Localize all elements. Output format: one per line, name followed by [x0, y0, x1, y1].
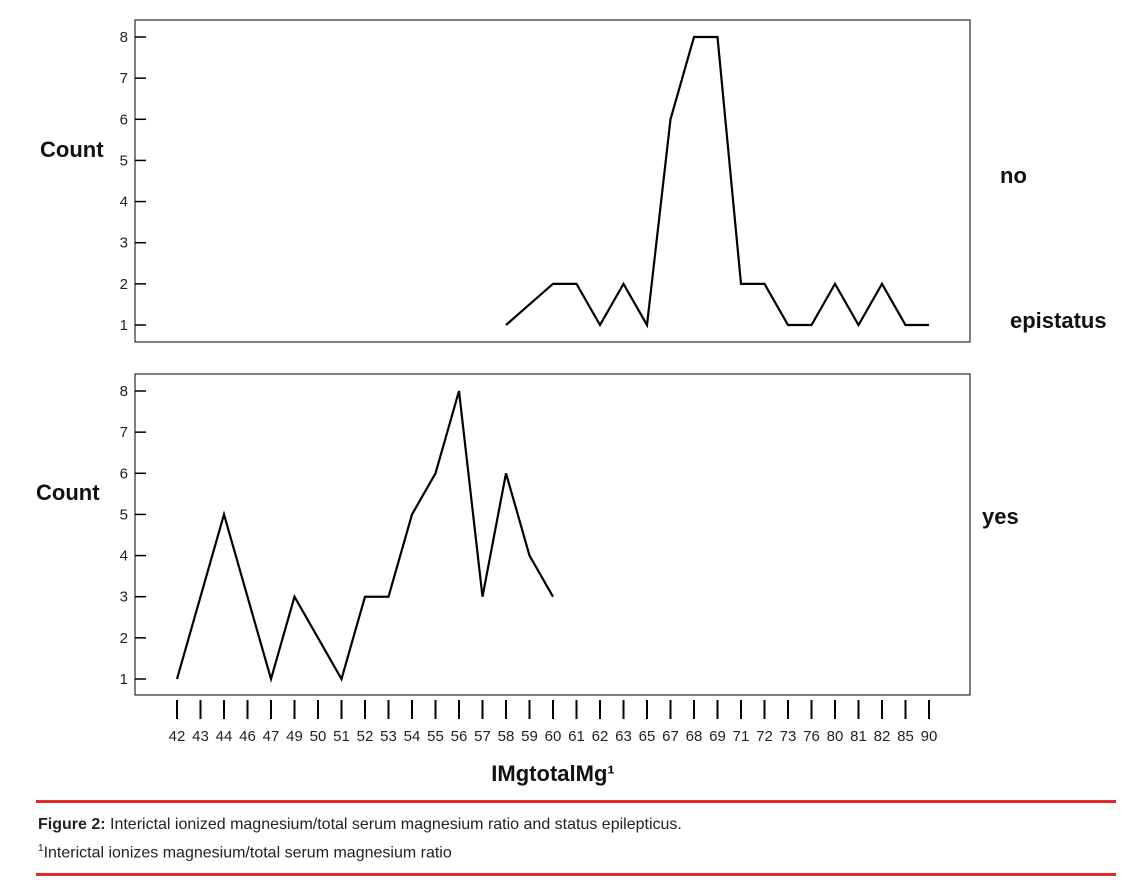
- x-tick-label-56: 56: [451, 728, 468, 745]
- y-tick-label-yes-7: 7: [120, 424, 128, 441]
- y-axis-label-yes: Count: [36, 480, 100, 505]
- y-tick-label-yes-8: 8: [120, 383, 128, 400]
- x-tick-label-43: 43: [192, 728, 209, 745]
- x-tick-label-52: 52: [357, 728, 374, 745]
- x-tick-label-51: 51: [333, 728, 350, 745]
- y-tick-label-no-6: 6: [120, 111, 128, 128]
- x-tick-label-62: 62: [592, 728, 609, 745]
- x-tick-label-85: 85: [897, 728, 914, 745]
- x-tick-label-55: 55: [427, 728, 444, 745]
- x-tick-label-65: 65: [639, 728, 656, 745]
- y-tick-label-no-1: 1: [120, 317, 128, 334]
- x-tick-label-68: 68: [686, 728, 703, 745]
- y-tick-label-no-2: 2: [120, 276, 128, 293]
- y-tick-label-no-8: 8: [120, 29, 128, 46]
- x-tick-label-54: 54: [404, 728, 421, 745]
- x-tick-label-58: 58: [498, 728, 515, 745]
- x-tick-label-44: 44: [216, 728, 233, 745]
- x-tick-label-72: 72: [756, 728, 773, 745]
- footnote-mark: 1: [38, 843, 44, 854]
- group-title: epistatus: [1010, 308, 1107, 333]
- figure-footnote: 1Interictal ionizes magnesium/total seru…: [38, 843, 452, 862]
- x-tick-label-71: 71: [733, 728, 750, 745]
- x-tick-label-47: 47: [263, 728, 280, 745]
- y-tick-label-yes-4: 4: [120, 548, 128, 565]
- x-tick-label-50: 50: [310, 728, 327, 745]
- y-tick-label-no-3: 3: [120, 235, 128, 252]
- x-tick-label-90: 90: [921, 728, 938, 745]
- y-tick-label-yes-3: 3: [120, 589, 128, 606]
- y-tick-label-yes-2: 2: [120, 630, 128, 647]
- x-tick-label-73: 73: [780, 728, 797, 745]
- x-axis-label: IMgtotalMg¹: [491, 761, 614, 786]
- x-tick-label-69: 69: [709, 728, 726, 745]
- footnote-text: Interictal ionizes magnesium/total serum…: [43, 844, 452, 862]
- y-tick-label-no-7: 7: [120, 70, 128, 87]
- caption-top-rule: [36, 800, 1116, 803]
- x-tick-label-59: 59: [521, 728, 538, 745]
- x-tick-label-76: 76: [803, 728, 820, 745]
- x-tick-label-82: 82: [874, 728, 891, 745]
- x-tick-label-57: 57: [474, 728, 491, 745]
- x-tick-label-60: 60: [545, 728, 562, 745]
- y-axis-label-no: Count: [40, 137, 104, 162]
- x-tick-label-53: 53: [380, 728, 397, 745]
- x-tick-label-63: 63: [615, 728, 632, 745]
- figure-caption-text: Interictal ionized magnesium/total serum…: [105, 816, 682, 833]
- x-tick-label-81: 81: [850, 728, 867, 745]
- x-tick-label-80: 80: [827, 728, 844, 745]
- y-tick-label-yes-1: 1: [120, 671, 128, 688]
- chart: 12345678Countno12345678Countyesepistatus…: [36, 19, 1107, 786]
- x-tick-label-42: 42: [169, 728, 186, 745]
- figure-caption-label: Figure 2:: [38, 816, 106, 833]
- panel-frame-yes: [134, 373, 971, 696]
- series-line-no: [505, 35, 929, 329]
- x-tick-label-67: 67: [662, 728, 679, 745]
- x-tick-label-49: 49: [286, 728, 303, 745]
- y-tick-label-no-4: 4: [120, 194, 128, 211]
- series-line-yes: [175, 390, 554, 684]
- x-tick-label-61: 61: [568, 728, 585, 745]
- figure-caption: Figure 2: Interictal ionized magnesium/t…: [38, 816, 682, 834]
- panel-frame-no: [134, 19, 971, 343]
- panel-label-no: no: [1000, 163, 1027, 188]
- y-tick-label-no-5: 5: [120, 152, 128, 169]
- caption-bottom-rule: [36, 873, 1116, 876]
- panel-label-yes: yes: [982, 504, 1019, 529]
- y-tick-label-yes-6: 6: [120, 465, 128, 482]
- y-tick-label-yes-5: 5: [120, 506, 128, 523]
- x-tick-label-46: 46: [239, 728, 256, 745]
